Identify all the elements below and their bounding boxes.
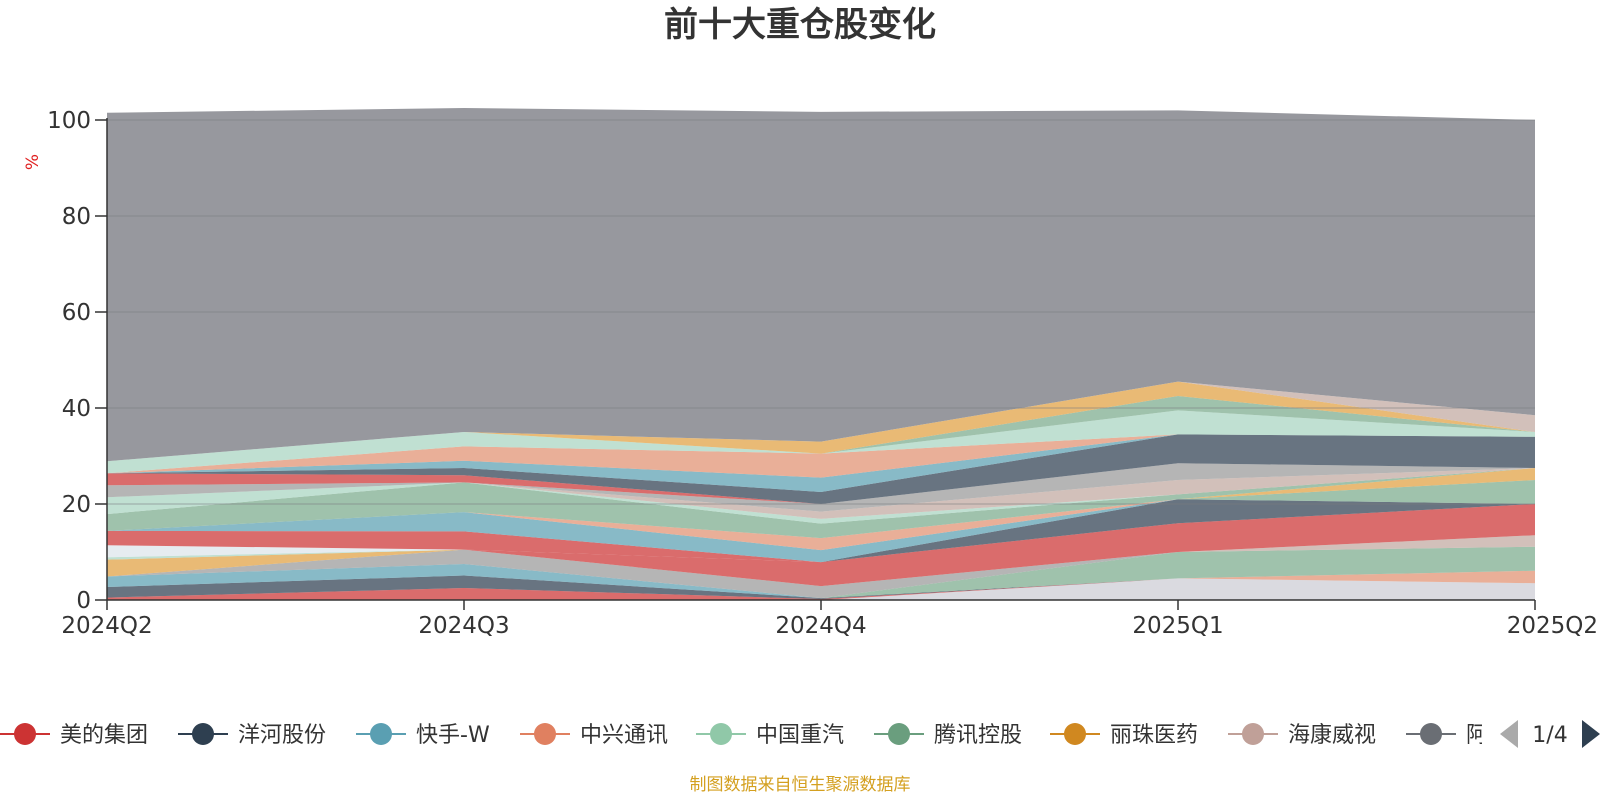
area-series-26	[107, 410, 1535, 474]
area-series-8	[107, 535, 1535, 599]
y-tick-label: 60	[62, 300, 91, 326]
area-series-group	[107, 108, 1535, 600]
area-series-18	[107, 468, 1535, 539]
area-series-1	[107, 578, 1535, 600]
legend-marker-icon	[888, 723, 910, 745]
legend-label: 快手-W	[416, 723, 490, 748]
y-axis-label: %	[23, 154, 43, 170]
legend-page-indicator: 1/4	[1532, 723, 1567, 748]
area-series-4	[107, 564, 1535, 599]
legend: 美的集团 洋河股份 快手-W 中兴通讯 中国重汽 腾讯控股 丽珠医药 海康威视 阿 1/4	[0, 720, 1600, 748]
legend-prev-page-icon[interactable]	[1500, 720, 1518, 748]
x-tick-label: 2024Q2	[61, 613, 152, 639]
legend-label: 阿	[1466, 723, 1488, 748]
legend-label: 海康威视	[1288, 723, 1376, 748]
y-tick-label: 0	[76, 588, 91, 614]
legend-item[interactable]: 美的集团	[0, 723, 148, 748]
legend-label: 洋河股份	[238, 723, 326, 748]
area-series-20	[107, 468, 1535, 519]
legend-items: 美的集团 洋河股份 快手-W 中兴通讯 中国重汽 腾讯控股 丽珠医药 海康威视 阿	[0, 723, 1488, 748]
legend-label: 腾讯控股	[934, 723, 1022, 748]
x-tick-label: 2024Q3	[418, 613, 509, 639]
area-series-25	[107, 434, 1535, 478]
area-series-30	[107, 108, 1535, 462]
legend-item[interactable]: 阿	[1406, 723, 1488, 748]
legend-item[interactable]: 快手-W	[356, 723, 490, 748]
legend-item[interactable]: 腾讯控股	[874, 723, 1022, 748]
area-series-15	[107, 468, 1535, 563]
legend-marker-icon	[710, 723, 732, 745]
y-tick-label: 80	[62, 204, 91, 230]
x-tick-label: 2025Q2	[1507, 613, 1598, 639]
legend-label: 中国重汽	[756, 723, 844, 748]
area-series-2	[107, 578, 1535, 600]
legend-item[interactable]: 洋河股份	[178, 723, 326, 748]
grid-lines	[107, 119, 1535, 505]
area-series-28	[107, 381, 1535, 462]
area-series-21	[107, 463, 1535, 512]
legend-next-page-icon[interactable]	[1582, 720, 1600, 748]
legend-marker-icon	[192, 723, 214, 745]
legend-item[interactable]: 海康威视	[1228, 723, 1376, 748]
legend-marker-icon	[1242, 723, 1264, 745]
area-series-11	[107, 480, 1535, 577]
source-note: 制图数据来自恒生聚源数据库	[690, 775, 911, 795]
area-series-23	[107, 434, 1535, 504]
legend-marker-icon	[1064, 723, 1086, 745]
x-tick-label: 2024Q4	[775, 613, 866, 639]
legend-marker-icon	[1420, 723, 1442, 745]
legend-marker-icon	[534, 723, 556, 745]
y-tick-label: 100	[47, 108, 91, 134]
legend-label: 美的集团	[60, 723, 148, 748]
area-series-3	[107, 575, 1535, 600]
y-tick-label: 20	[62, 492, 91, 518]
legend-item[interactable]: 中国重汽	[696, 723, 844, 748]
area-series-24	[107, 434, 1535, 492]
chart-title: 前十大重仓股变化	[664, 5, 936, 45]
x-tick-label: 2025Q1	[1132, 613, 1223, 639]
legend-label: 中兴通讯	[580, 723, 668, 748]
legend-marker-icon	[14, 723, 36, 745]
legend-label: 丽珠医药	[1110, 723, 1198, 748]
area-series-10	[107, 499, 1535, 577]
axes: 0 20 40 60 80 100 2024Q2 2024Q3 2024Q4 2025Q1 2025…	[47, 108, 1598, 639]
legend-item[interactable]: 丽珠医药	[1050, 723, 1198, 748]
legend-marker-icon	[370, 723, 392, 745]
area-series-6	[107, 546, 1535, 599]
area-series-12	[107, 468, 1535, 577]
area-series-14	[107, 468, 1535, 563]
y-tick-label: 40	[62, 396, 91, 422]
legend-item[interactable]: 中兴通讯	[520, 723, 668, 748]
area-series-9	[107, 504, 1535, 587]
